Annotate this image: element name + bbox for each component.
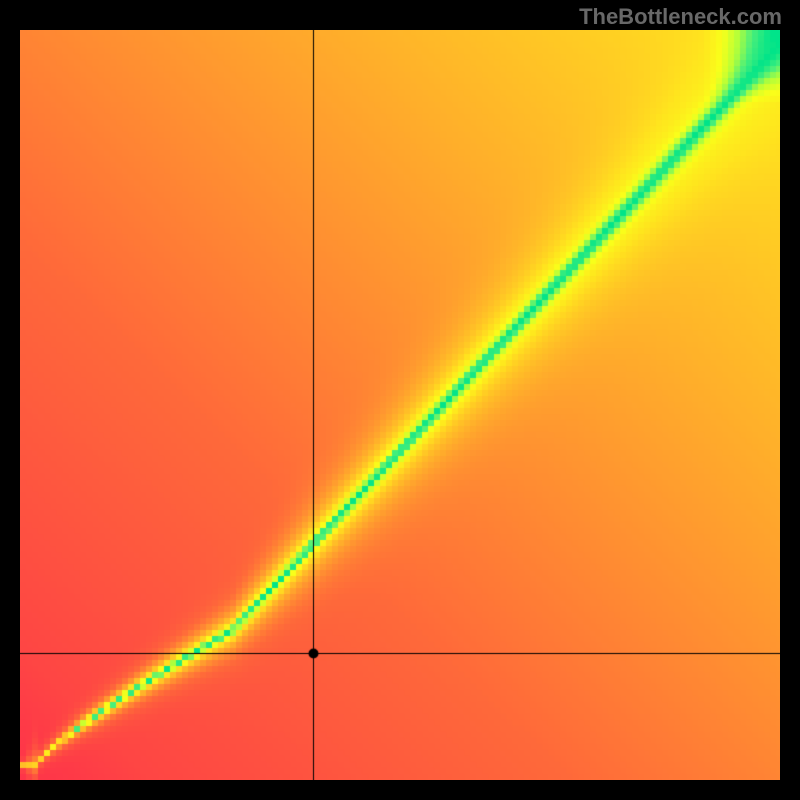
chart-container: TheBottleneck.com bbox=[0, 0, 800, 800]
heatmap-plot bbox=[20, 30, 780, 780]
heatmap-canvas bbox=[20, 30, 780, 780]
watermark-text: TheBottleneck.com bbox=[579, 4, 782, 30]
